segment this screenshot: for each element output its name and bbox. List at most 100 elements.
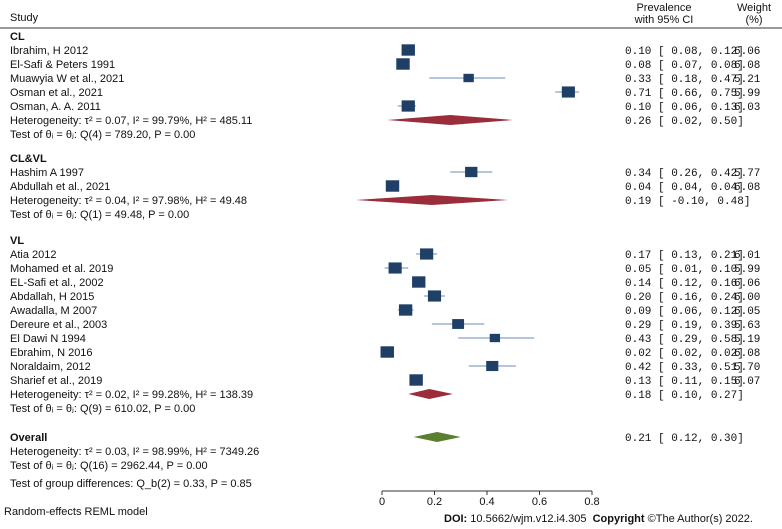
x-tick-label: 0.8 [584,496,599,508]
study-weight: 5.21 [734,74,761,86]
study-ci-text: 0.13 [ 0.11, 0.15] [625,376,744,388]
study-weight: 6.01 [734,250,761,262]
homogeneity-test: Test of θᵢ = θⱼ: Q(4) = 789.20, P = 0.00 [10,129,195,141]
study-marker [401,100,415,112]
x-tick-label: 0.4 [479,496,494,508]
study-label: Atia 2012 [10,249,56,261]
study-marker [489,333,501,343]
study-ci-text: 0.20 [ 0.16, 0.24] [625,292,744,304]
study-marker [398,304,413,316]
study-marker [561,86,575,98]
study-label: Noraldaim, 2012 [10,361,91,373]
study-weight: 6.05 [734,306,760,318]
homogeneity-test: Test of θᵢ = θⱼ: Q(9) = 610.02, P = 0.00 [10,403,195,415]
header-weight-unit: (%) [745,14,762,26]
study-weight: 6.08 [734,182,760,194]
heterogeneity-text: Heterogeneity: τ² = 0.07, I² = 99.79%, H… [10,115,252,127]
overall-homogeneity-test: Test of θᵢ = θⱼ: Q(16) = 2962.44, P = 0.… [10,460,208,472]
study-ci-text: 0.33 [ 0.18, 0.47] [625,74,744,86]
group-label: CL [10,31,25,43]
heterogeneity-text: Heterogeneity: τ² = 0.02, I² = 99.28%, H… [10,389,253,401]
group-difference-test: Test of group differences: Q_b(2) = 0.33… [10,478,252,490]
study-label: Sharief et al., 2019 [10,375,102,387]
study-weight: 5.19 [734,334,760,346]
study-ci-text: 0.05 [ 0.01, 0.10] [625,264,744,276]
study-label: EL-Safi et al., 2002 [10,277,104,289]
doi-footer: DOI: 10.5662/wjm.v12.i4.305 Copyright ©T… [444,513,753,525]
study-label: El-Safi & Peters 1991 [10,59,115,71]
study-marker [420,248,434,260]
study-ci-text: 0.14 [ 0.12, 0.16] [625,278,744,290]
study-ci-text: 0.29 [ 0.19, 0.39] [625,320,744,332]
study-weight: 5.77 [734,168,760,180]
study-marker [385,180,400,192]
copyright-value: ©The Author(s) 2022. [647,513,753,525]
heterogeneity-text: Heterogeneity: τ² = 0.04, I² = 97.98%, H… [10,195,247,207]
overall-ci-text: 0.21 [ 0.12, 0.30] [625,433,744,445]
study-label: Dereure et al., 2003 [10,319,107,331]
study-marker [396,58,410,70]
study-marker [380,346,394,358]
subgroup-ci-text: 0.26 [ 0.02, 0.50] [625,116,744,128]
study-ci-text: 0.10 [ 0.08, 0.12] [625,46,744,58]
overall-diamond [413,432,461,442]
study-weight: 6.08 [734,348,760,360]
study-weight: 6.06 [734,278,760,290]
study-ci-text: 0.08 [ 0.07, 0.08] [625,60,744,72]
study-label: Ebrahim, N 2016 [10,347,93,359]
study-weight: 5.99 [734,88,760,100]
study-ci-text: 0.42 [ 0.33, 0.51] [625,362,744,374]
study-label: El Dawi N 1994 [10,333,86,345]
study-ci-text: 0.02 [ 0.02, 0.02] [625,348,744,360]
study-marker [401,44,415,56]
study-ci-text: 0.34 [ 0.26, 0.42] [625,168,744,180]
study-marker [452,319,465,329]
study-label: Muawyia W et al., 2021 [10,73,124,85]
doi-label: DOI: [444,513,468,525]
study-label: Osman et al., 2021 [10,87,103,99]
study-label: Awadalla, M 2007 [10,305,97,317]
subgroup-diamond [408,389,453,399]
header-ci: with 95% CI [634,14,694,26]
study-weight: 5.99 [734,264,760,276]
study-ci-text: 0.09 [ 0.06, 0.12] [625,306,744,318]
study-marker [465,166,478,178]
study-weight: 6.06 [734,46,760,58]
x-tick-label: 0.6 [532,496,547,508]
group-label: VL [10,235,24,247]
study-weight: 6.08 [734,60,760,72]
overall-label: Overall [10,432,47,444]
model-note: Random-effects REML model [4,506,148,518]
subgroup-diamond [355,195,508,205]
x-tick-label: 0.2 [427,496,442,508]
study-marker [412,276,426,288]
study-weight: 6.07 [734,376,760,388]
x-tick-label: 0 [379,496,385,508]
study-weight: 6.00 [734,292,760,304]
study-marker [463,73,474,83]
study-weight: 5.63 [734,320,760,332]
header-study: Study [10,12,39,24]
subgroup-ci-text: 0.19 [ -0.10, 0.48] [625,196,750,208]
study-weight: 6.03 [734,102,760,114]
study-label: Osman, A. A. 2011 [10,101,101,113]
copyright-label: Copyright [592,513,645,525]
study-label: Abdullah et al., 2021 [10,181,110,193]
study-weight: 5.70 [734,362,760,374]
study-label: Ibrahim, H 2012 [10,45,88,57]
study-ci-text: 0.10 [ 0.06, 0.13] [625,102,744,114]
study-ci-text: 0.71 [ 0.66, 0.75] [625,88,744,100]
study-marker [486,360,499,372]
study-marker [427,290,442,302]
subgroup-ci-text: 0.18 [ 0.10, 0.27] [625,390,744,402]
study-label: Hashim A 1997 [10,167,84,179]
header-prevalence: Prevalence [636,2,691,14]
group-label: CL&VL [10,153,47,165]
study-label: Mohamed et al. 2019 [10,263,113,275]
homogeneity-test: Test of θᵢ = θⱼ: Q(1) = 49.48, P = 0.00 [10,209,189,221]
study-marker [409,374,423,386]
study-marker [388,262,402,274]
doi-value: 10.5662/wjm.v12.i4.305 [470,513,587,525]
study-ci-text: 0.43 [ 0.29, 0.58] [625,334,744,346]
